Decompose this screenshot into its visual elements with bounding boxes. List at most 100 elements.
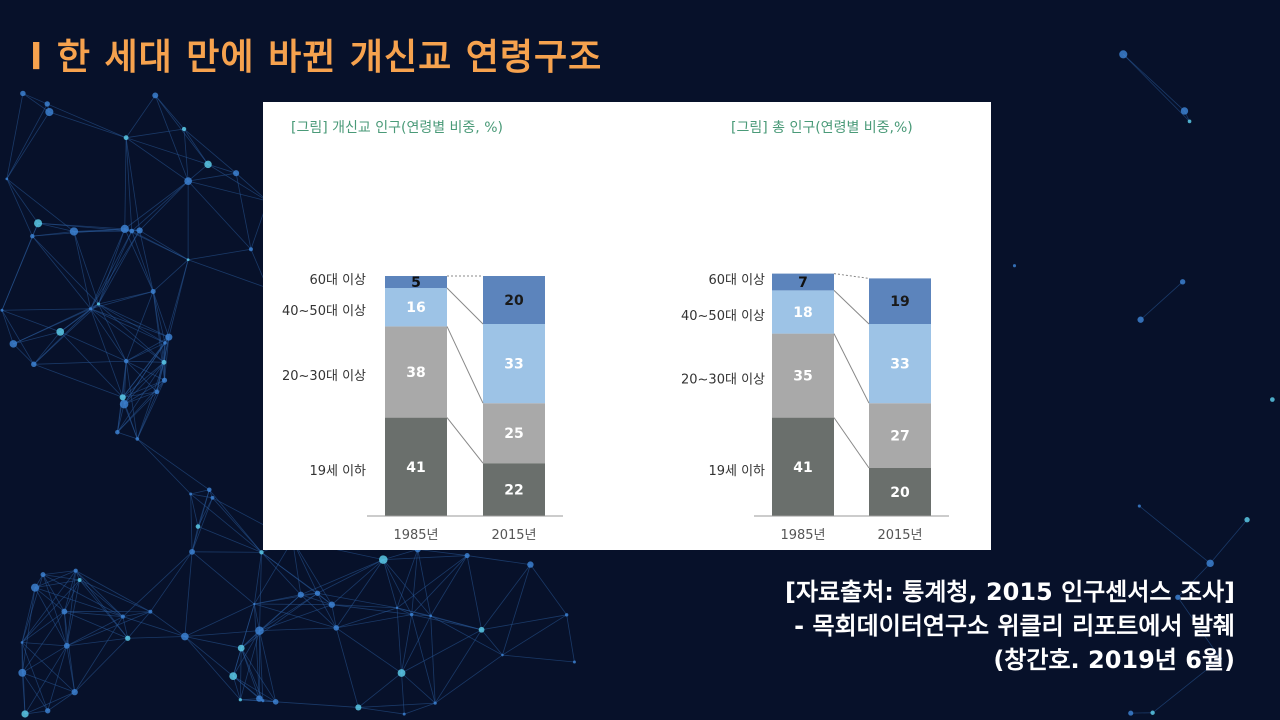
network-link [139,230,154,292]
data-label: 18 [793,305,812,321]
network-link [42,570,76,576]
source-citation: [자료출처: 통계청, 2015 인구센서스 조사] - 목회데이터연구소 위클… [535,575,1235,677]
network-link [13,308,91,345]
network-link [261,552,302,595]
category-label: 1985년 [780,528,825,543]
network-node [186,258,190,262]
data-label: 38 [406,365,425,381]
network-link [1140,281,1183,320]
network-node [1150,710,1155,715]
network-link [259,627,337,632]
network-link [127,611,151,639]
network-link [184,636,234,677]
network-link [396,607,402,674]
network-node [96,302,101,306]
network-link [131,230,189,261]
network-node [429,614,433,618]
network-link [331,559,384,605]
network-node [165,333,173,341]
category-label: 2015년 [491,528,536,543]
network-link [358,707,405,715]
network-link [152,291,170,338]
network-link [190,493,199,527]
network-link [1,309,61,333]
network-link [259,630,277,702]
network-link [32,235,99,305]
network-link [117,431,138,440]
network-node [501,653,504,657]
network-link [197,489,210,527]
network-link [240,647,260,699]
data-label: 19 [890,294,909,310]
network-node [161,377,168,383]
network-node [256,695,263,702]
network-link [34,579,80,589]
network-node [20,641,24,644]
network-link [404,702,436,715]
network-link [13,331,61,345]
network-link [358,702,436,708]
network-node [1206,559,1214,568]
network-link [33,363,123,398]
bar-segment [483,324,545,404]
network-link [49,111,127,139]
network-link [240,647,277,703]
network-link [154,95,185,130]
network-link [187,164,209,182]
network-link [21,642,67,647]
network-link [396,555,468,609]
network-link [254,594,301,605]
network-node [328,601,335,608]
network-link [240,592,318,649]
network-node [189,492,193,496]
data-label: 33 [890,357,909,373]
bar-segment [869,278,931,324]
network-link [47,645,68,711]
network-link [383,548,418,561]
network-link [6,111,50,180]
network-link [98,228,126,305]
network-link [481,629,503,656]
network-node [18,668,27,677]
network-link [335,627,359,708]
network-node [333,625,340,631]
network-link [90,230,133,309]
network-link [60,308,91,333]
network-link [188,180,268,202]
network-link [122,362,165,398]
network-link [190,493,262,553]
bar-segment [772,333,834,418]
network-link [33,308,91,365]
network-link [98,230,133,305]
network-link [79,579,129,639]
network-node [189,548,195,555]
series-label: 40~50대 이상 [282,304,366,319]
network-link [66,637,128,647]
network-node [31,361,37,368]
network-link [74,637,129,693]
network-link [150,611,186,637]
network-link [235,172,268,202]
network-link [184,603,255,637]
network-node [1179,279,1186,285]
network-node [73,568,78,573]
chart-title: [그림] 총 인구(연령별 비중,%) [731,120,913,136]
network-link [188,172,237,182]
network-node [402,712,406,716]
network-link [401,615,432,674]
network-link [502,614,567,656]
network-link [75,570,129,639]
network-link [24,691,75,715]
network-link [125,361,138,439]
network-node [123,135,129,141]
network-link [6,178,33,237]
network-link [240,603,255,649]
network-node [1187,119,1192,124]
network-link [188,248,252,261]
network-link [331,604,398,609]
network-link [382,559,431,617]
network-link [300,559,384,596]
network-node [135,437,140,441]
network-link [122,391,157,398]
network-link [73,231,99,305]
